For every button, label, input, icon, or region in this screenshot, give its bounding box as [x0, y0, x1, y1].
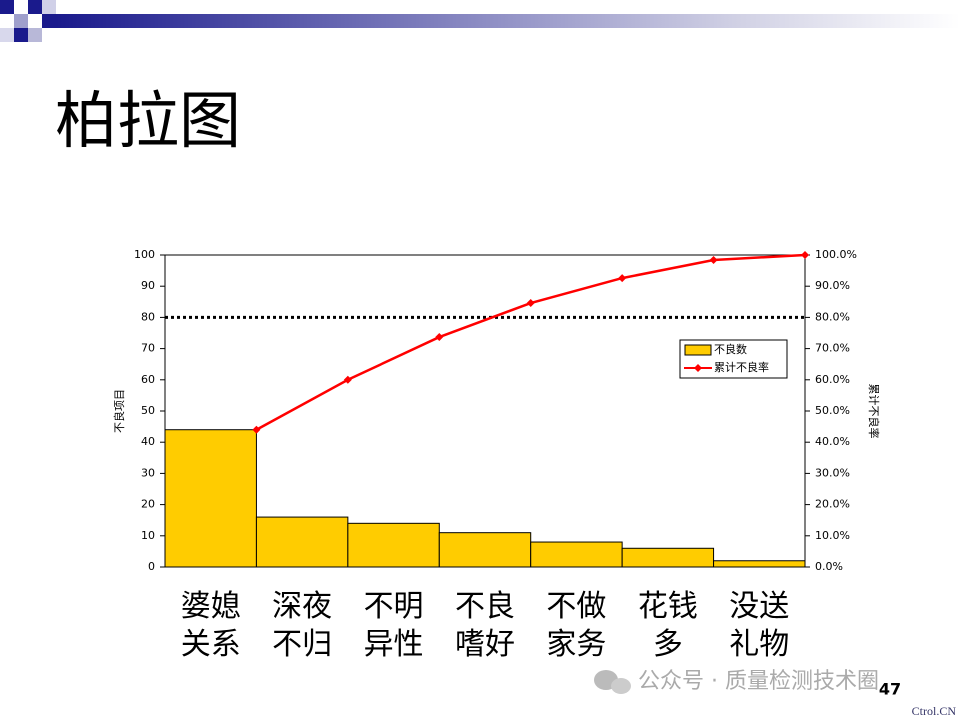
line-marker — [435, 333, 444, 342]
page-number: 47 — [879, 680, 901, 699]
y2-axis-label: 累计不良率 — [867, 384, 881, 439]
bar — [164, 429, 257, 568]
y2-tick-label: 30.0% — [815, 466, 850, 479]
y2-tick-label: 10.0% — [815, 529, 850, 542]
line-marker — [801, 251, 809, 259]
y-tick-label: 50 — [141, 404, 155, 417]
line-marker — [618, 274, 627, 283]
y-tick-label: 100 — [134, 248, 155, 261]
legend-label: 累计不良率 — [714, 360, 769, 374]
y-tick-label: 60 — [141, 373, 155, 386]
y2-tick-label: 0.0% — [815, 560, 843, 573]
bar — [438, 532, 532, 568]
y2-tick-label: 40.0% — [815, 435, 850, 448]
x-tick-label: 没送礼物 — [729, 589, 790, 662]
y-tick-label: 10 — [141, 529, 155, 542]
bar — [347, 522, 440, 568]
slide-title: 柏拉图 — [55, 84, 241, 157]
watermark: 公众号 · 质量检测技术圈 — [638, 669, 879, 694]
legend-swatch — [684, 344, 712, 356]
bar — [713, 560, 806, 568]
x-tick-label: 不良嗜好 — [455, 589, 515, 662]
y2-tick-label: 50.0% — [815, 404, 850, 417]
bar — [530, 541, 623, 568]
y2-tick-label: 70.0% — [815, 342, 850, 355]
legend-marker — [694, 364, 702, 372]
y-tick-label: 70 — [141, 342, 155, 355]
y-tick-label: 0 — [148, 560, 155, 573]
y-axis-label: 不良项目 — [112, 389, 126, 433]
line-marker — [252, 425, 261, 434]
y2-tick-label: 100.0% — [815, 248, 857, 261]
y-tick-label: 40 — [141, 435, 155, 448]
y-tick-label: 90 — [141, 279, 155, 292]
x-tick-label: 花钱多 — [637, 589, 698, 662]
y2-tick-label: 80.0% — [815, 310, 850, 323]
y-tick-label: 80 — [141, 310, 155, 323]
y2-tick-label: 20.0% — [815, 498, 850, 511]
y-tick-label: 30 — [141, 466, 155, 479]
y2-tick-label: 90.0% — [815, 279, 850, 292]
x-tick-label: 婆媳关系 — [180, 589, 241, 662]
bar — [255, 516, 349, 568]
bar — [621, 547, 715, 568]
line-marker — [709, 255, 718, 264]
y-tick-label: 20 — [141, 498, 155, 511]
header-decoration — [0, 0, 960, 42]
line-marker — [526, 299, 535, 308]
line-marker — [343, 375, 352, 384]
legend-label: 不良数 — [714, 342, 747, 356]
watermark-icon — [594, 670, 631, 694]
x-tick-label: 不明异性 — [363, 589, 424, 662]
x-tick-label: 不做家务 — [546, 589, 607, 662]
y2-tick-label: 60.0% — [815, 373, 850, 386]
source: Ctrol.CN — [912, 704, 957, 718]
x-tick-label: 深夜不归 — [272, 589, 333, 662]
